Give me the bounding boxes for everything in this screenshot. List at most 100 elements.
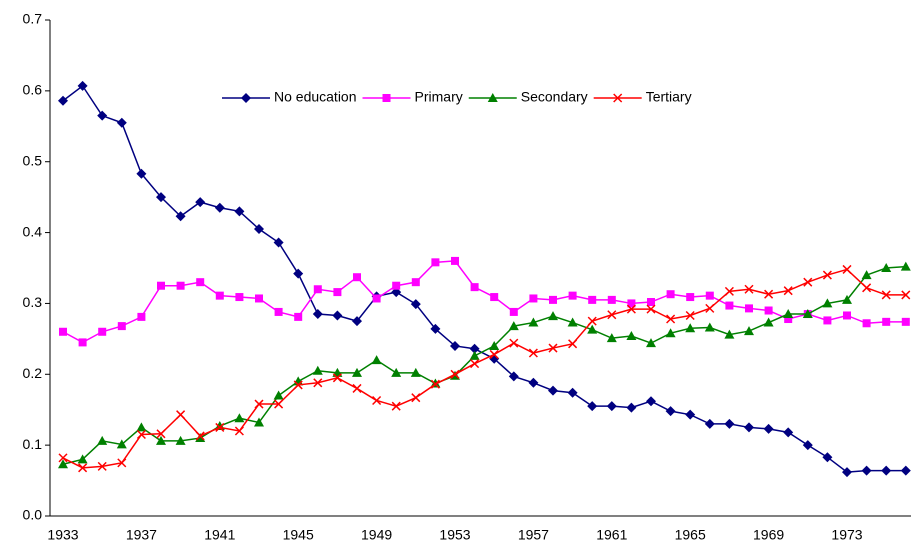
data-point (451, 256, 459, 265)
x-tick-label: 1969 (753, 527, 784, 543)
y-tick-label: 0.0 (23, 507, 43, 523)
data-point (802, 440, 813, 451)
data-point (568, 339, 578, 349)
data-point (901, 290, 911, 300)
data-point (410, 367, 421, 377)
data-point (176, 281, 185, 290)
data-point (529, 294, 538, 303)
data-point (489, 340, 500, 350)
data-point (430, 323, 441, 334)
data-point (234, 426, 244, 436)
x-tick-label: 1933 (47, 527, 78, 543)
data-point (274, 399, 284, 409)
data-point (626, 331, 637, 341)
data-point (567, 387, 578, 398)
data-point (548, 385, 558, 396)
data-point (549, 295, 557, 304)
data-point (450, 369, 460, 379)
data-point (861, 465, 872, 476)
data-point (136, 168, 147, 179)
data-point (823, 316, 832, 325)
data-point (97, 110, 108, 121)
data-point (568, 291, 577, 300)
data-point (627, 299, 636, 308)
data-point (117, 458, 127, 468)
data-point (822, 452, 833, 463)
data-point (195, 197, 206, 208)
data-point (607, 295, 616, 304)
data-point (764, 289, 774, 299)
data-point (469, 350, 480, 360)
data-point (157, 281, 165, 290)
data-point (410, 299, 421, 310)
data-point (724, 286, 734, 296)
data-point (58, 459, 68, 469)
legend-marker (241, 93, 251, 103)
data-point (783, 286, 793, 296)
data-point (234, 206, 245, 217)
data-point (176, 410, 186, 420)
data-point (215, 291, 224, 300)
series-line (62, 268, 906, 469)
legend-label: Secondary (521, 89, 588, 105)
data-point (881, 263, 892, 272)
data-point (509, 307, 518, 316)
data-point (900, 465, 911, 476)
data-point (646, 338, 656, 348)
data-point (705, 291, 714, 300)
x-tick-label: 1941 (204, 527, 235, 543)
data-point (626, 304, 636, 314)
data-point (822, 298, 833, 308)
x-tick-label: 1949 (361, 527, 392, 543)
data-point (450, 340, 460, 351)
data-point (882, 317, 891, 326)
data-point (58, 453, 68, 463)
legend-marker (382, 94, 391, 102)
data-point (214, 202, 225, 213)
data-point (783, 309, 794, 319)
data-point (784, 315, 793, 324)
data-point (195, 433, 206, 443)
data-point (665, 328, 676, 338)
data-point (97, 461, 107, 471)
data-point (470, 283, 479, 292)
data-point (98, 327, 107, 336)
y-tick-label: 0.7 (23, 11, 43, 27)
data-point (195, 431, 205, 441)
data-point (508, 371, 519, 382)
data-point (294, 312, 303, 321)
data-point (881, 465, 892, 476)
data-point (744, 422, 754, 433)
data-point (764, 306, 773, 315)
data-point (843, 311, 851, 320)
data-point (704, 418, 715, 429)
data-point (783, 427, 794, 438)
data-point (606, 333, 617, 343)
data-point (724, 418, 735, 429)
data-point (430, 379, 440, 389)
data-point (78, 338, 87, 347)
data-point (332, 310, 343, 321)
legend-label: No education (274, 89, 357, 105)
x-tick-label: 1945 (283, 527, 314, 543)
x-tick-label: 1937 (126, 527, 157, 543)
data-point (215, 422, 225, 432)
x-tick-label: 1953 (439, 527, 470, 543)
data-point (391, 367, 402, 377)
legend-label: Primary (415, 89, 463, 105)
data-point (647, 298, 655, 307)
data-point (313, 378, 323, 388)
data-point (744, 326, 754, 336)
data-point (842, 294, 852, 304)
data-point (254, 224, 264, 235)
data-point (116, 117, 127, 128)
y-tick-label: 0.4 (23, 223, 43, 239)
data-point (685, 323, 696, 333)
legend-marker (487, 93, 498, 102)
data-point (235, 293, 244, 302)
x-tick-label: 1961 (596, 527, 627, 543)
data-point (470, 359, 480, 369)
y-tick-label: 0.1 (23, 436, 43, 452)
data-point (666, 290, 675, 299)
data-point (685, 409, 696, 420)
